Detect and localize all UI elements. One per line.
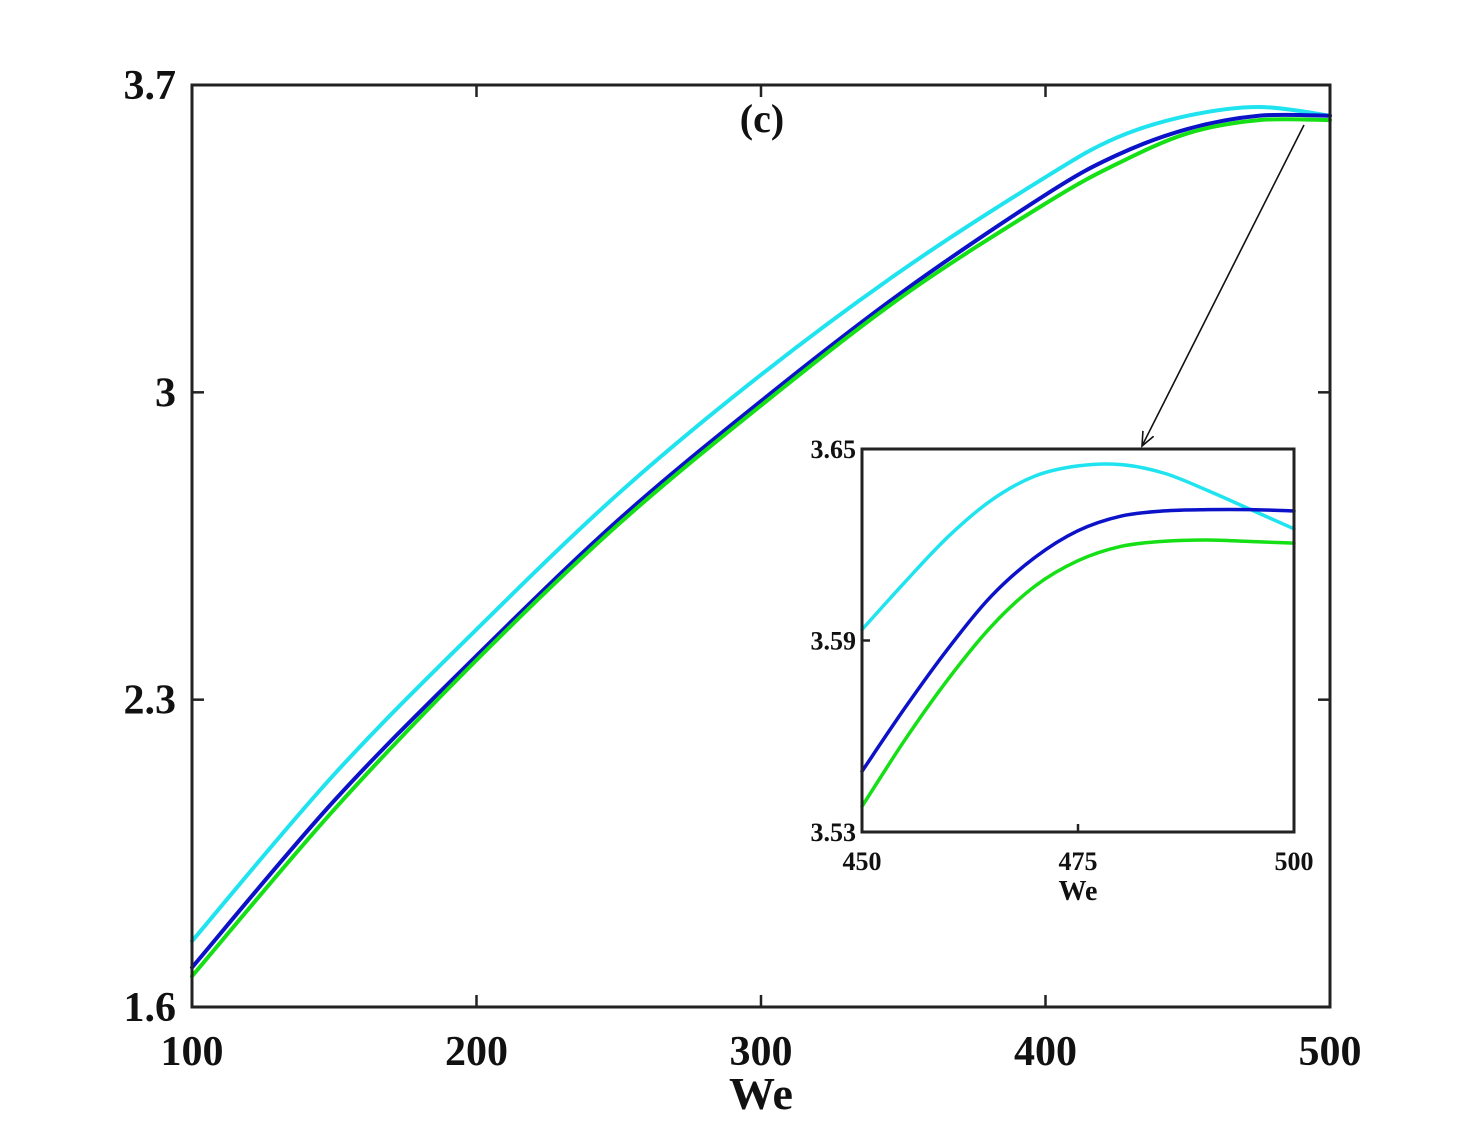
series-line-3 [190, 117, 1332, 979]
y-tick-label: 3.65 [811, 435, 857, 464]
series-line-3 [860, 538, 1296, 809]
x-tick-label: 500 [1299, 1029, 1362, 1075]
x-tick-label: 100 [161, 1029, 224, 1075]
inset-plot: 450 475 500 3.53 3.59 3.65 We [811, 435, 1314, 907]
series-line-1 [860, 462, 1296, 632]
x-tick-label: 300 [730, 1029, 793, 1075]
x-tick-label: 400 [1014, 1029, 1077, 1075]
main-series-group [190, 104, 1332, 979]
series-line-2 [190, 112, 1332, 970]
y-tick-label: 3.59 [811, 627, 857, 656]
inset-x-tick-labels: 450 475 500 [843, 847, 1314, 876]
zoom-arrow [1142, 124, 1305, 446]
inset-x-axis-label: We [1059, 876, 1098, 907]
inset-plot-frame [860, 447, 1296, 834]
x-tick-label: 450 [843, 847, 882, 876]
main-plot: 100 200 300 400 500 1.6 2.3 3 3.7 We (c) [124, 63, 1362, 1119]
y-tick-label: 2.3 [124, 678, 177, 724]
main-y-tick-labels: 1.6 2.3 3 3.7 [124, 63, 177, 1031]
main-plot-frame [190, 83, 1332, 1009]
y-tick-label: 1.6 [124, 985, 177, 1031]
x-tick-label: 500 [1275, 847, 1314, 876]
x-tick-label: 475 [1059, 847, 1098, 876]
x-tick-label: 200 [445, 1029, 508, 1075]
y-tick-label: 3 [155, 370, 176, 416]
series-line-2 [860, 507, 1296, 774]
main-x-axis-label: We [729, 1068, 793, 1119]
y-tick-label: 3.53 [811, 818, 857, 847]
y-tick-label: 3.7 [124, 63, 177, 109]
panel-label: (c) [740, 96, 784, 141]
main-x-tick-labels: 100 200 300 400 500 [161, 1029, 1362, 1075]
inset-y-tick-labels: 3.53 3.59 3.65 [811, 435, 857, 847]
inset-background [862, 449, 1294, 832]
inset-series-group [860, 462, 1296, 809]
series-line-1 [190, 104, 1332, 944]
